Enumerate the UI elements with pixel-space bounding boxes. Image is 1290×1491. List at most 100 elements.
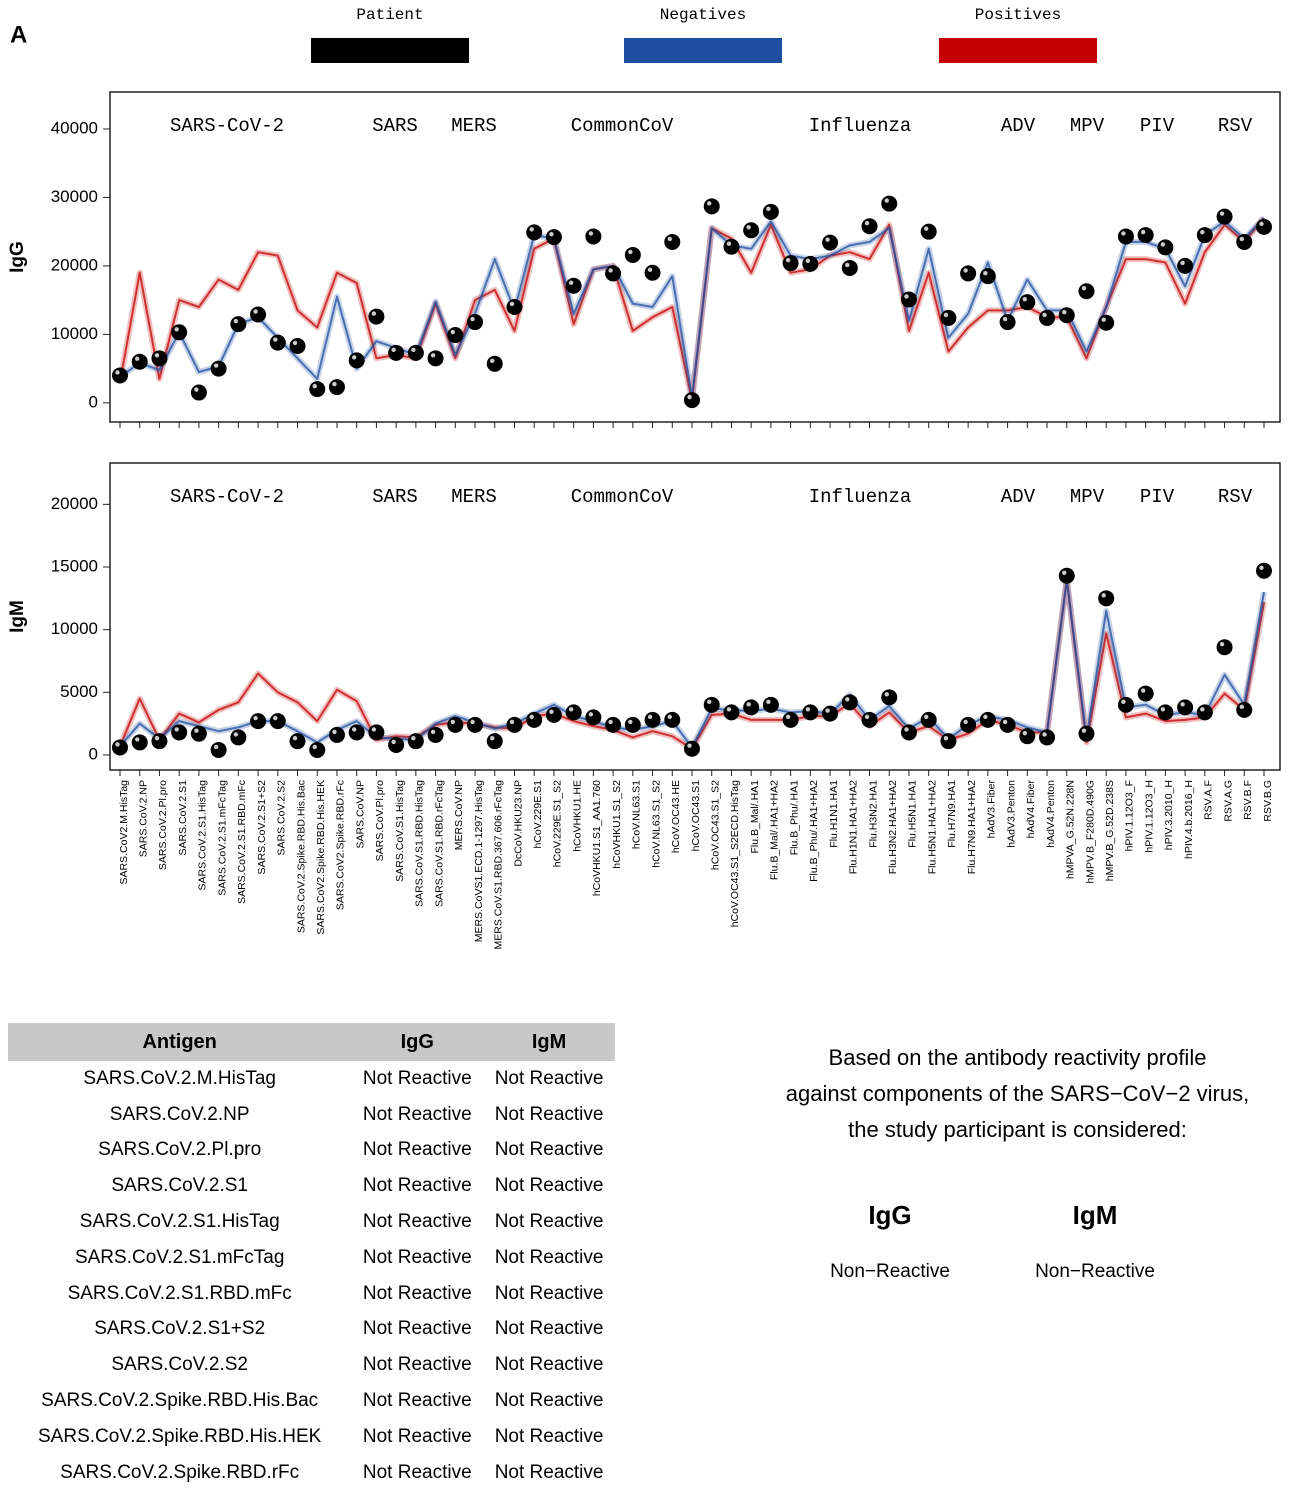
- patient-point: [979, 711, 996, 728]
- x-tick-label: Flu.B_Phu/.HA1: [788, 780, 800, 855]
- table-header-cell: Antigen: [8, 1023, 352, 1061]
- patient-point: [427, 726, 444, 743]
- patient-point: [723, 238, 740, 255]
- patient-point: [1216, 639, 1233, 656]
- point-highlight: [450, 719, 456, 725]
- point-highlight: [1101, 317, 1106, 322]
- point-highlight: [845, 262, 850, 268]
- table-cell: Not Reactive: [494, 1318, 604, 1340]
- legend-swatch: [939, 38, 1097, 63]
- point-highlight: [726, 707, 732, 712]
- point-highlight: [332, 381, 337, 387]
- point-highlight: [1200, 707, 1205, 712]
- table-row: SARS.CoV.2.M.HisTag Not Reactive Not React…: [8, 1061, 615, 1097]
- table-cell: Not Reactive: [362, 1390, 472, 1412]
- point-highlight: [785, 714, 791, 720]
- table-cell: Not Reactive: [494, 1103, 604, 1125]
- x-tick-label: RSV.A.G: [1222, 780, 1234, 822]
- patient-point: [230, 729, 247, 746]
- point-highlight: [726, 241, 732, 246]
- point-highlight: [1200, 229, 1205, 235]
- point-highlight: [766, 206, 771, 212]
- patient-point: [388, 344, 405, 361]
- patient-point: [703, 198, 720, 215]
- patient-point: [467, 716, 484, 733]
- group-label: ADV: [1001, 115, 1036, 137]
- patient-point: [585, 228, 602, 245]
- point-highlight: [253, 715, 258, 721]
- patient-point: [743, 222, 760, 239]
- group-label: MERS: [451, 486, 497, 508]
- x-tick-label: Flu.H7N9.HA1: [946, 780, 958, 848]
- table-cell: SARS.CoV.2.S1: [111, 1175, 248, 1197]
- point-highlight: [490, 358, 495, 364]
- patient-point: [1117, 228, 1134, 245]
- patient-point: [368, 724, 385, 741]
- point-highlight: [628, 249, 633, 255]
- point-highlight: [135, 356, 140, 361]
- table-cell: Not Reactive: [362, 1425, 472, 1447]
- patient-point: [171, 324, 188, 341]
- patient-point: [802, 255, 819, 272]
- patient-point: [565, 277, 582, 294]
- x-tick-label: hCoV.OC43.S1: [690, 780, 702, 852]
- point-highlight: [1042, 312, 1047, 318]
- point-highlight: [529, 714, 534, 720]
- patient-point: [1256, 562, 1272, 579]
- point-highlight: [1002, 316, 1008, 322]
- patient-point: [112, 739, 128, 756]
- point-highlight: [1259, 221, 1264, 227]
- patient-point: [802, 704, 819, 721]
- table-cell: Not Reactive: [494, 1390, 604, 1412]
- table-cell: Not Reactive: [494, 1139, 604, 1161]
- x-tick-label: Flu.H5N1.HA1: [907, 780, 919, 848]
- table-header-cell: IgG: [351, 1023, 484, 1061]
- point-highlight: [963, 268, 968, 273]
- point-highlight: [312, 383, 317, 389]
- table-cell: Not Reactive: [362, 1067, 472, 1089]
- patient-point: [171, 724, 188, 741]
- point-highlight: [707, 201, 712, 206]
- point-highlight: [983, 270, 988, 276]
- patient-point: [1177, 257, 1194, 274]
- x-tick-label: hCoV.NL63.S1_S2: [650, 780, 662, 868]
- table-cell: SARS.CoV.2.S1.RBD.mFc: [67, 1282, 292, 1304]
- x-tick-label: SARS.CoV.2.S1.HisTag: [197, 780, 209, 891]
- table-cell: SARS.CoV.2.NP: [109, 1103, 250, 1125]
- point-highlight: [845, 697, 850, 702]
- patient-point: [289, 733, 306, 750]
- table-cell: Not Reactive: [494, 1211, 604, 1233]
- antigen-table: Antigen IgG IgM SARS.CoV.2.M.HisTag Not Rea…: [8, 1023, 615, 1491]
- patient-point: [684, 392, 700, 409]
- chart-area: A Patient Negatives Positives SARS-CoV-2 SAR…: [7, 6, 1281, 949]
- point-highlight: [213, 744, 219, 750]
- summary-line: against components of the SARS−CoV−2 vir…: [785, 1081, 1250, 1106]
- patient-point: [585, 709, 602, 726]
- y-tick-label: 10000: [51, 324, 98, 343]
- point-highlight: [292, 735, 298, 741]
- patient-point: [348, 352, 365, 369]
- table-cell: Not Reactive: [362, 1318, 472, 1340]
- point-highlight: [391, 347, 396, 353]
- patient-point: [960, 265, 977, 282]
- x-tick-label: RSV.B.F: [1242, 780, 1254, 820]
- patient-point: [605, 716, 622, 733]
- point-highlight: [904, 294, 909, 299]
- table-cell: SARS.CoV.2.Pl.pro: [98, 1139, 262, 1161]
- patient-point: [1157, 239, 1174, 256]
- point-highlight: [430, 353, 436, 358]
- result-value: Non−Reactive: [1035, 1261, 1155, 1282]
- point-highlight: [154, 353, 160, 358]
- point-highlight: [312, 744, 317, 750]
- patient-point: [881, 689, 898, 706]
- x-tick-label: Flu.H1N1.HA1: [828, 780, 840, 848]
- patient-point: [1039, 309, 1056, 326]
- table-row: SARS.CoV.2.S1.RBD.mFc Not Reactive Not Rea…: [8, 1276, 615, 1312]
- point-highlight: [1062, 309, 1067, 315]
- table-cell: SARS.CoV.2.S2: [111, 1354, 248, 1376]
- point-highlight: [430, 729, 436, 735]
- point-highlight: [411, 347, 416, 353]
- table-cell: Not Reactive: [362, 1354, 472, 1376]
- y-axis-label: IgG: [7, 241, 28, 273]
- patient-point: [1196, 704, 1213, 721]
